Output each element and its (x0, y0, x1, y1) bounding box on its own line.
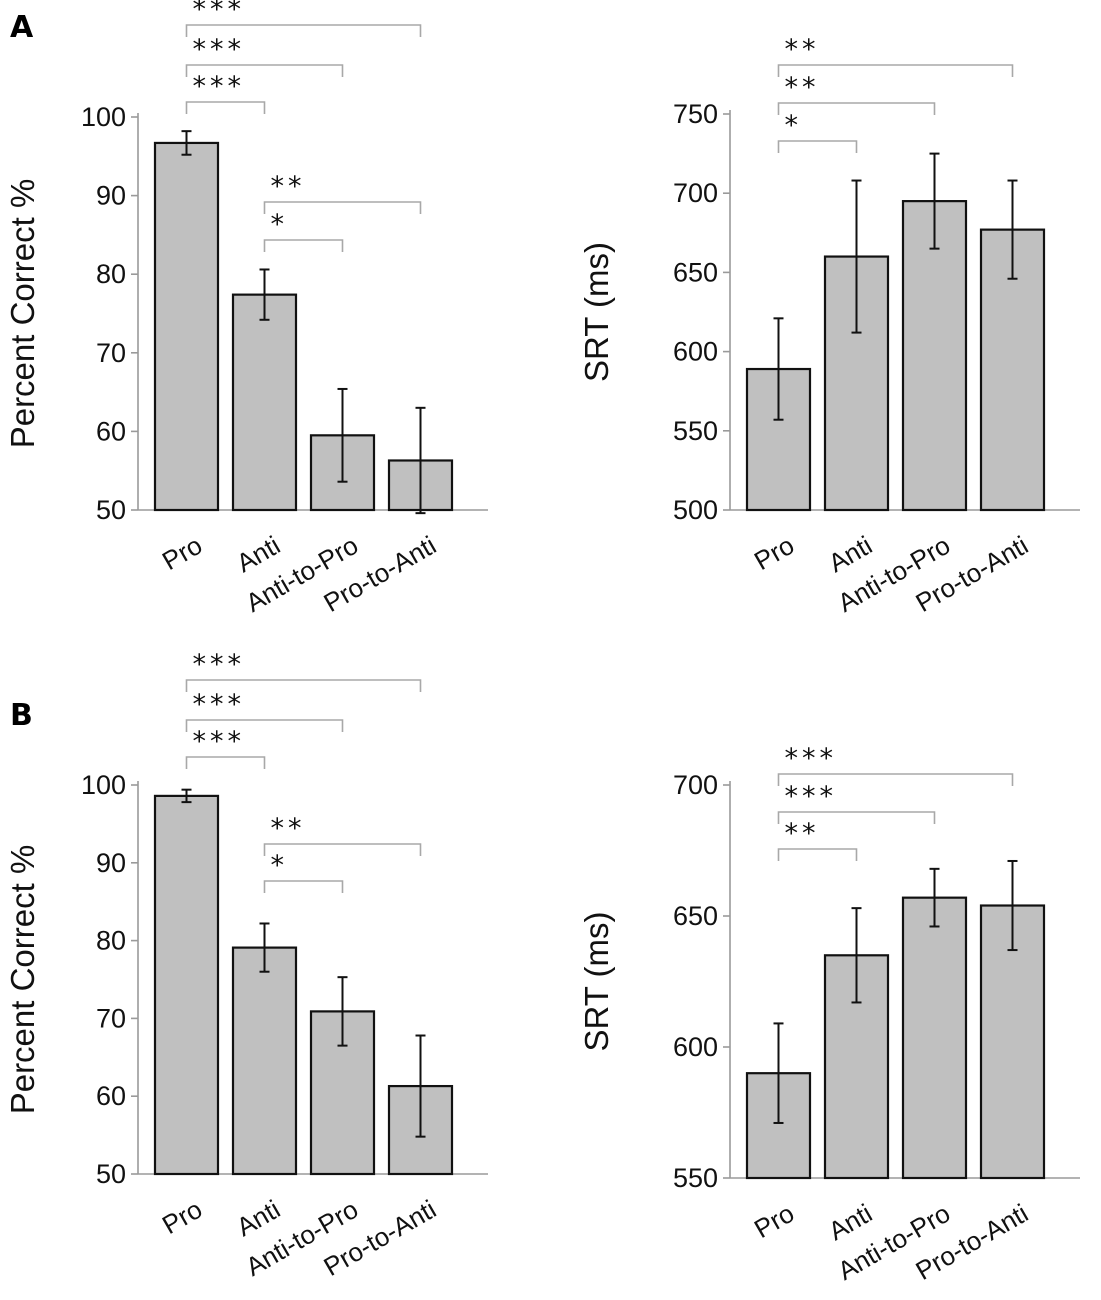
significance-label: *** (193, 34, 246, 65)
y-tick-label: 650 (673, 257, 718, 287)
y-tick-label: 600 (673, 337, 718, 367)
x-tick-label: Pro (749, 530, 799, 576)
significance-label: *** (785, 781, 838, 812)
significance-label: *** (193, 689, 246, 720)
y-axis-title: SRT (ms) (578, 912, 615, 1052)
significance-bracket (263, 201, 422, 214)
y-tick-label: 70 (96, 338, 126, 368)
y-tick-label: 500 (673, 495, 718, 525)
y-tick-label: 80 (96, 259, 126, 289)
y-tick-label: 700 (673, 178, 718, 208)
significance-bracket (263, 239, 344, 252)
bar-pro (153, 141, 220, 512)
significance-bracket (185, 679, 422, 692)
bar-anti (231, 293, 298, 512)
bar-anti-to-pro (901, 896, 968, 1180)
y-tick-label: 650 (673, 901, 718, 931)
y-tick-label: 550 (673, 416, 718, 446)
x-tick-label: Pro (157, 530, 207, 576)
bar-anti (231, 946, 298, 1176)
panel-label-b: B (10, 698, 33, 733)
y-tick-label: 60 (96, 1081, 126, 1111)
y-axis-title: SRT (ms) (578, 242, 615, 382)
significance-bracket (777, 140, 858, 153)
significance-label: *** (785, 743, 838, 774)
significance-label: ** (271, 171, 306, 202)
significance-bracket (263, 880, 344, 893)
y-tick-label: 90 (96, 848, 126, 878)
significance-bracket (777, 811, 936, 824)
significance-bracket (777, 848, 858, 861)
bar-pro (153, 794, 220, 1176)
significance-bracket (185, 64, 344, 77)
significance-bracket (185, 719, 344, 732)
significance-label: ** (271, 813, 306, 844)
significance-label: * (271, 209, 289, 240)
significance-label: ** (785, 818, 820, 849)
panel-label-a: A (10, 10, 34, 45)
significance-label: *** (193, 726, 246, 757)
y-tick-label: 50 (96, 495, 126, 525)
y-tick-label: 50 (96, 1159, 126, 1189)
significance-bracket (777, 773, 1014, 786)
y-tick-label: 100 (81, 102, 126, 132)
significance-label: * (271, 850, 289, 881)
x-tick-label: Pro (749, 1198, 799, 1244)
y-tick-label: 60 (96, 416, 126, 446)
significance-label: *** (193, 0, 246, 25)
y-axis-title: Percent Correct % (4, 845, 41, 1115)
y-tick-label: 90 (96, 181, 126, 211)
y-tick-label: 600 (673, 1032, 718, 1062)
significance-bracket (777, 64, 1014, 77)
significance-label: * (785, 110, 803, 141)
x-tick-label: Pro (157, 1194, 207, 1240)
significance-label: ** (785, 34, 820, 65)
significance-bracket (777, 102, 936, 115)
significance-bracket (263, 843, 422, 856)
significance-bracket (185, 24, 422, 37)
significance-label: ** (785, 72, 820, 103)
y-tick-label: 700 (673, 770, 718, 800)
significance-label: *** (193, 649, 246, 680)
significance-label: *** (193, 71, 246, 102)
y-axis-title: Percent Correct % (4, 179, 41, 449)
y-tick-label: 100 (81, 770, 126, 800)
y-tick-label: 750 (673, 99, 718, 129)
significance-bracket (185, 756, 266, 769)
y-tick-label: 70 (96, 1003, 126, 1033)
significance-bracket (185, 101, 266, 114)
y-tick-label: 550 (673, 1163, 718, 1193)
y-tick-label: 80 (96, 926, 126, 956)
